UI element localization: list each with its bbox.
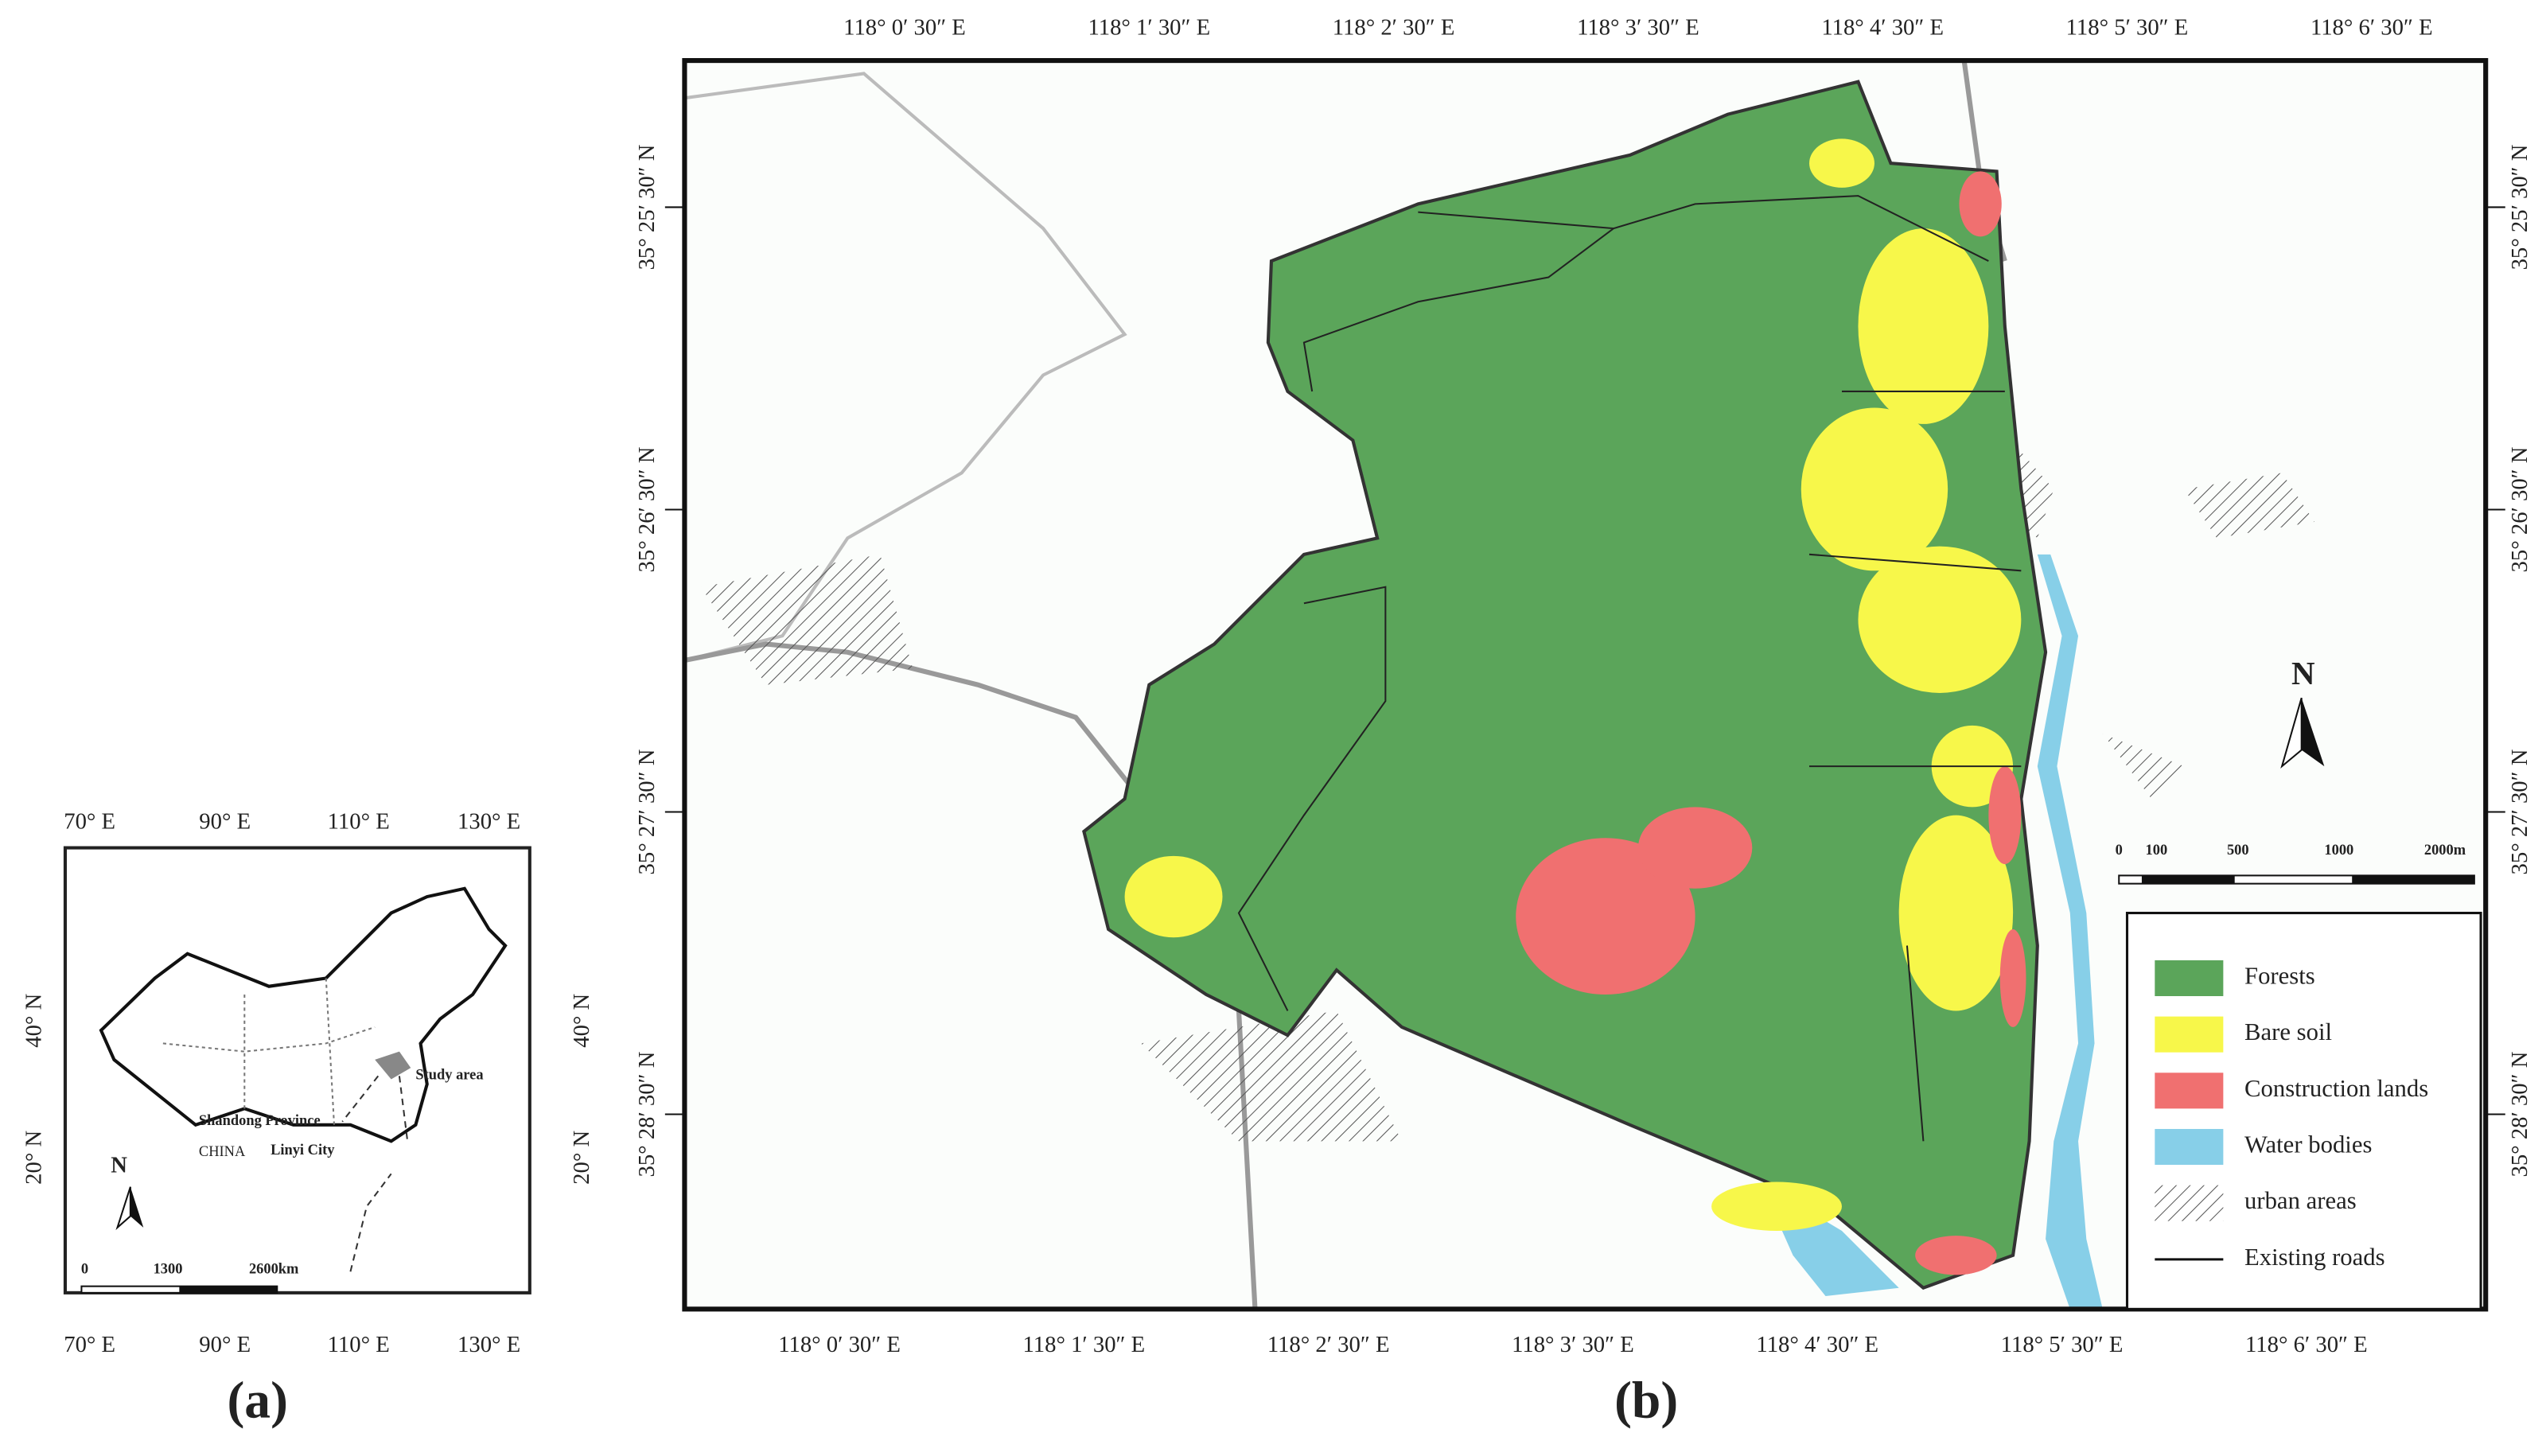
lon-tick-label: 130° E <box>457 808 520 834</box>
lon-tick-label: 118° 6′ 30″ E <box>2245 1332 2368 1357</box>
legend-swatch <box>2155 960 2224 997</box>
province-borders <box>162 978 376 1125</box>
lat-tick-label: 35° 25′ 30″ N <box>2507 144 2532 270</box>
lon-tick-label: 130° E <box>457 1332 520 1357</box>
annotation: Linyi City <box>271 1142 335 1158</box>
scale-label: 100 <box>2146 842 2168 858</box>
lon-tick-label: 118° 0′ 30″ E <box>843 15 966 41</box>
lon-tick-label: 118° 1′ 30″ E <box>1023 1332 1146 1357</box>
annotation: Study area <box>415 1067 483 1083</box>
leader-lines <box>341 1075 409 1272</box>
lon-tick-label: 118° 5′ 30″ E <box>2066 15 2189 41</box>
lon-tick-label: 118° 0′ 30″ E <box>778 1332 901 1357</box>
lon-tick-label: 118° 2′ 30″ E <box>1267 1332 1390 1357</box>
legend-label: Forests <box>2244 963 2315 990</box>
north-label: N <box>111 1153 127 1178</box>
lat-tick-label: 35° 27′ 30″ N <box>634 749 660 874</box>
construction-patches <box>1516 171 2026 1275</box>
lat-tick-label: 35° 26′ 30″ N <box>634 446 660 572</box>
bare-soil-patches <box>1124 138 2022 1232</box>
scale-label: 2600km <box>249 1260 299 1276</box>
legend-label: Bare soil <box>2244 1018 2332 1045</box>
lon-tick-label: 118° 4′ 30″ E <box>1756 1332 1878 1357</box>
lat-tick-label: 20° N <box>569 1131 594 1185</box>
scale-label: 2000m <box>2424 842 2466 858</box>
lat-tick-label: 35° 28′ 30″ N <box>2507 1051 2532 1177</box>
study-area <box>1082 80 2048 1291</box>
existing-roads <box>1237 195 2022 1142</box>
legend-label: Construction lands <box>2244 1075 2428 1102</box>
shandong <box>375 1051 411 1080</box>
lon-tick-label: 90° E <box>199 808 251 834</box>
annotation: CHINA <box>199 1143 246 1159</box>
lon-tick-label: 118° 5′ 30″ E <box>2001 1332 2124 1357</box>
lon-tick-label: 118° 3′ 30″ E <box>1577 15 1699 41</box>
lat-tick-label: 40° N <box>21 993 47 1047</box>
lon-tick-label: 118° 3′ 30″ E <box>1512 1332 1634 1357</box>
lon-tick-label: 118° 1′ 30″ E <box>1088 15 1210 41</box>
legend-swatch <box>2155 1185 2224 1221</box>
legend-label: Existing roads <box>2244 1244 2385 1271</box>
panel-label: (a) <box>227 1372 287 1429</box>
lat-tick-label: 35° 25′ 30″ N <box>634 144 660 270</box>
lon-tick-label: 90° E <box>199 1332 251 1357</box>
lat-tick-label: 20° N <box>21 1131 47 1185</box>
lon-tick-label: 118° 2′ 30″ E <box>1333 15 1455 41</box>
lat-tick-label: 35° 27′ 30″ N <box>2507 749 2532 874</box>
lat-tick-label: 35° 26′ 30″ N <box>2507 446 2532 572</box>
scale-label: 0 <box>81 1260 88 1276</box>
panel-b-frame <box>682 58 2489 1312</box>
lat-tick-label: 35° 28′ 30″ N <box>634 1051 660 1177</box>
legend-label: urban areas <box>2244 1187 2357 1214</box>
lon-tick-label: 118° 6′ 30″ E <box>2310 15 2433 41</box>
river <box>2037 554 2103 1310</box>
lon-tick-label: 110° E <box>328 1332 390 1357</box>
lat-tick-label: 40° N <box>569 993 594 1047</box>
scale-label: 0 <box>2116 842 2123 858</box>
lon-tick-label: 110° E <box>328 808 390 834</box>
lon-tick-label: 70° E <box>64 1332 115 1357</box>
scale-label: 500 <box>2227 842 2249 858</box>
north-label: N <box>2291 655 2315 691</box>
legend-label: Water bodies <box>2244 1131 2372 1158</box>
lon-tick-label: 70° E <box>64 808 115 834</box>
scale-label: 1300 <box>154 1260 183 1276</box>
annotation: Shandong Province <box>199 1112 321 1128</box>
legend-swatch <box>2155 1128 2224 1166</box>
panel-label: (b) <box>1614 1372 1678 1429</box>
scale-label: 1000 <box>2324 842 2353 858</box>
legend-swatch <box>2155 1073 2224 1109</box>
legend-swatch <box>2155 1016 2224 1053</box>
lon-tick-label: 118° 4′ 30″ E <box>1821 15 1944 41</box>
